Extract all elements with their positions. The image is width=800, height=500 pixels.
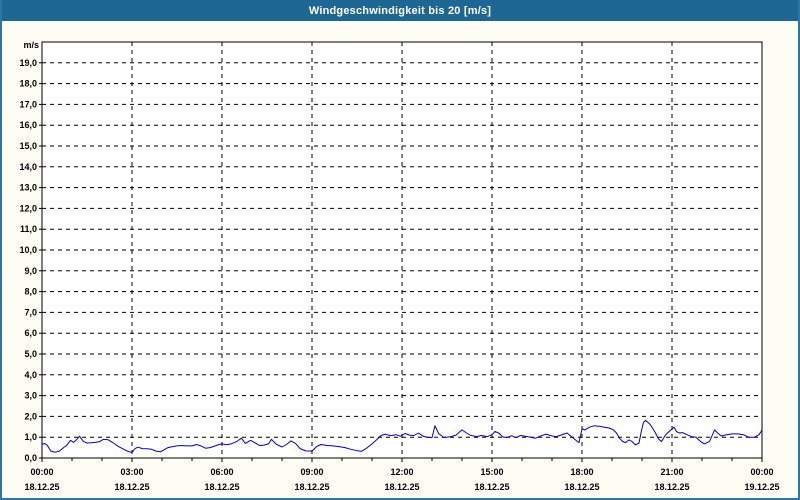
y-tick-label: 5,0 [24, 349, 37, 359]
y-tick-label: 2,0 [24, 411, 37, 421]
x-tick-time-label: 00:00 [750, 467, 773, 477]
y-axis-unit-label: m/s [23, 40, 39, 50]
y-tick-label: 9,0 [24, 266, 37, 276]
y-tick-label: 6,0 [24, 328, 37, 338]
x-tick-time-label: 21:00 [660, 467, 683, 477]
y-tick-label: 13,0 [19, 183, 37, 193]
y-tick-label: 11,0 [20, 224, 37, 234]
x-tick-time-label: 06:00 [210, 467, 233, 477]
x-tick-time-label: 18:00 [570, 467, 593, 477]
y-tick-label: 10,0 [19, 245, 37, 255]
chart-title: Windgeschwindigkeit bis 20 [m/s] [308, 4, 492, 17]
y-tick-label: 0,0 [24, 453, 37, 463]
plot-border [41, 41, 763, 459]
x-tick-date-label: 18.12.25 [564, 482, 599, 492]
x-tick-date-label: 18.12.25 [654, 482, 689, 492]
wind-speed-series-line [41, 419, 763, 453]
x-tick-time-label: 09:00 [300, 467, 323, 477]
y-tick-label: 8,0 [24, 287, 37, 297]
y-tick-label: 3,0 [24, 391, 37, 401]
y-tick-label: 12,0 [19, 203, 37, 213]
x-tick-date-label: 18.12.25 [24, 482, 59, 492]
y-tick-label: 1,0 [24, 432, 37, 442]
x-tick-time-label: 03:00 [120, 467, 143, 477]
x-tick-date-label: 18.12.25 [384, 482, 419, 492]
y-tick-label: 16,0 [19, 120, 37, 130]
y-tick-label: 14,0 [19, 162, 37, 172]
x-tick-date-label: 19.12.25 [744, 482, 779, 492]
x-tick-date-label: 18.12.25 [114, 482, 149, 492]
y-tick-label: 17,0 [19, 99, 37, 109]
chart-title-bar: Windgeschwindigkeit bis 20 [m/s] [2, 0, 798, 21]
y-tick-label: 4,0 [24, 370, 37, 380]
x-tick-date-label: 18.12.25 [294, 482, 329, 492]
y-tick-label: 15,0 [19, 141, 37, 151]
x-tick-time-label: 00:00 [30, 467, 53, 477]
y-tick-label: 18,0 [19, 79, 37, 89]
x-tick-time-label: 15:00 [480, 467, 503, 477]
y-tick-label: 7,0 [24, 307, 37, 317]
x-tick-time-label: 12:00 [390, 467, 413, 477]
x-tick-date-label: 18.12.25 [204, 482, 239, 492]
y-tick-label: 19,0 [19, 58, 37, 68]
wind-speed-chart: 0,0 1,0 2,0 3,0 4,0 5,0 6,0 7,0 8,0 9,0 10,0 11,0 12… [19, 40, 779, 492]
x-tick-date-label: 18.12.25 [474, 482, 509, 492]
